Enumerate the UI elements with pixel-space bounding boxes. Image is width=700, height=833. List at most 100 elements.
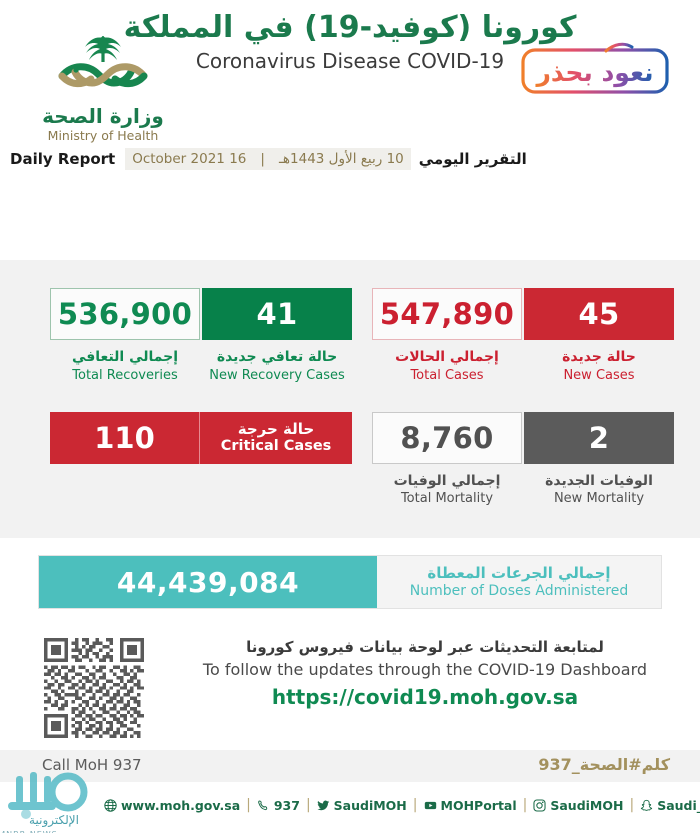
phone-icon <box>257 799 270 812</box>
stat-value: 2 <box>588 420 610 455</box>
mnbr-news-logo: الإلكترونية MNBR NEWS <box>2 772 88 833</box>
footer-item-twitter[interactable]: SaudiMOH <box>317 798 407 813</box>
stat-label-ar: حالة حرجة <box>237 419 315 438</box>
we-return-with-caution-badge: نعود بحذر <box>521 42 669 94</box>
logo-english-text: Ministry of Health <box>47 128 159 143</box>
watermark: الإلكترونية MNBR NEWS <box>2 762 102 833</box>
svg-text:MNBR NEWS: MNBR NEWS <box>2 830 58 833</box>
snapchat-icon <box>640 799 653 812</box>
stat-value-box: 45 <box>524 288 674 340</box>
palm-tree-swords-emblem <box>58 36 148 87</box>
date-gregorian: 16 October 2021 <box>125 148 254 170</box>
report-date-bar: التقرير اليومي 10 ربيع الأول 1443هـ | 16… <box>0 146 700 172</box>
footer-label: SaudiMOH <box>550 797 624 813</box>
qr-code[interactable] <box>44 638 144 738</box>
footer-label: MOHPortal <box>440 797 517 813</box>
call-moh-label: Call MoH 937 <box>42 756 142 774</box>
dashboard-text-en: To follow the updates through the COVID-… <box>202 660 648 679</box>
stat-label-en: Critical Cases <box>220 438 332 455</box>
stat-label-en: Total Mortality <box>400 491 494 507</box>
dashboard-url[interactable]: https://covid19.moh.gov.sa <box>271 685 579 709</box>
stat-label-ar: إجمالي التعافي <box>71 349 179 365</box>
stat-value: 110 <box>50 411 200 464</box>
stat-label-en: New Cases <box>563 367 635 383</box>
stat-caption: إجمالي الحالات Total Cases <box>372 340 522 384</box>
stat-card-total-recoveries: 536,900 إجمالي التعافي Total Recoveries <box>50 288 200 384</box>
doses-value: 44,439,084 <box>39 556 377 608</box>
stat-label-en: New Recovery Cases <box>209 367 345 383</box>
instagram-icon <box>533 798 546 812</box>
hotline-band: Call MoH 937 كلم#الصحة_937 <box>0 750 700 782</box>
stat-label-en: Total Cases <box>410 367 484 383</box>
twitter-icon <box>317 799 330 812</box>
campaign-badge: نعود بحذر <box>520 38 670 100</box>
date-hijri: 10 ربيع الأول 1443هـ <box>271 148 411 170</box>
date-separator: | <box>253 148 272 170</box>
statistics-grid: 536,900 إجمالي التعافي Total Recoveries … <box>0 288 700 508</box>
dashboard-info: لمتابعة التحديثات عبر لوحة بيانات فيروس … <box>175 638 675 709</box>
svg-text:نعود بحذر: نعود بحذر <box>535 58 654 88</box>
qr-code-icon <box>44 638 144 738</box>
footer-item-instagram[interactable]: SaudiMOH <box>533 798 623 813</box>
stat-card-total-mortality: 8,760 إجمالي الوفيات Total Mortality <box>372 411 522 508</box>
stat-card-new-mortality: 2 الوفيات الجديدة New Mortality <box>524 411 674 508</box>
footer-social-bar: www.moh.gov.sa | 937 | SaudiMOH | MOHPor… <box>0 788 700 822</box>
stat-label-ar: حالة جديدة <box>562 349 636 365</box>
stat-label-ar: إجمالي الحالات <box>395 349 499 365</box>
footer-label: 937 <box>273 797 300 813</box>
dashboard-text-ar: لمتابعة التحديثات عبر لوحة بيانات فيروس … <box>246 638 604 656</box>
stat-caption: حالة جديدة New Cases <box>524 340 674 384</box>
stat-value: 45 <box>578 297 620 331</box>
footer-item-phone[interactable]: 937 <box>257 798 300 813</box>
row-gap <box>353 288 371 384</box>
footer-label: www.moh.gov.sa <box>121 797 241 813</box>
stat-caption: الوفيات الجديدة New Mortality <box>524 464 674 508</box>
stat-caption: إجمالي التعافي Total Recoveries <box>50 340 200 384</box>
doses-administered-bar: 44,439,084 إجمالي الجرعات المعطاة Number… <box>38 555 662 609</box>
report-header: وزارة الصحة Ministry of Health نعود بحذر <box>0 10 700 250</box>
stat-value-box: 536,900 <box>50 288 200 340</box>
stat-value: 41 <box>256 297 298 331</box>
footer-separator: | <box>305 797 311 813</box>
stat-label-en: Total Recoveries <box>72 367 178 383</box>
report-label-en: Daily Report <box>10 150 116 168</box>
footer-separator: | <box>412 797 418 813</box>
stat-label-ar: إجمالي الوفيات <box>393 472 501 489</box>
stat-card-total-cases: 547,890 إجمالي الحالات Total Cases <box>372 288 522 384</box>
stat-card-new-recoveries: 41 حالة تعافي جديدة New Recovery Cases <box>202 288 352 384</box>
stats-row-2: 110 حالة حرجة Critical Cases 8,760 إجمال… <box>0 411 700 508</box>
stat-caption: إجمالي الوفيات Total Mortality <box>372 464 522 508</box>
ministry-of-health-logo: وزارة الصحة Ministry of Health <box>38 32 168 143</box>
globe-icon <box>104 798 117 812</box>
stat-caption: حالة حرجة Critical Cases <box>200 412 352 464</box>
footer-separator: | <box>629 797 635 813</box>
stat-label-ar: حالة تعافي جديدة <box>216 349 338 365</box>
report-label-ar: التقرير اليومي <box>418 150 527 168</box>
stat-label-ar: الوفيات الجديدة <box>545 472 653 489</box>
footer-item-youtube[interactable]: MOHPortal <box>424 798 517 813</box>
stat-caption: حالة تعافي جديدة New Recovery Cases <box>202 340 352 384</box>
stat-value-box: 41 <box>202 288 352 340</box>
page-title-ar: كورونا (كوفيد-19) في المملكة <box>123 10 577 45</box>
footer-label: Saudi_Moh <box>657 797 700 813</box>
statistics-panel: 536,900 إجمالي التعافي Total Recoveries … <box>0 260 700 538</box>
covid-daily-report-infographic: وزارة الصحة Ministry of Health نعود بحذر <box>0 10 700 833</box>
doses-label-en: Number of Doses Administered <box>409 582 629 599</box>
footer-item-website[interactable]: www.moh.gov.sa <box>104 798 240 813</box>
youtube-icon <box>424 799 437 812</box>
stat-card-critical-cases: 110 حالة حرجة Critical Cases <box>50 411 352 464</box>
stat-value-box: 547,890 <box>372 288 522 340</box>
doses-caption: إجمالي الجرعات المعطاة Number of Doses A… <box>377 556 661 608</box>
stat-value: 536,900 <box>57 297 193 331</box>
footer-item-snapchat[interactable]: Saudi_Moh <box>640 798 700 813</box>
page-title-en: Coronavirus Disease COVID-19 <box>195 49 505 73</box>
stat-value: 8,760 <box>400 420 494 455</box>
footer-separator: | <box>522 797 528 813</box>
stat-value: 547,890 <box>379 297 515 331</box>
logo-arabic-text: وزارة الصحة <box>42 104 164 128</box>
stats-row-1: 536,900 إجمالي التعافي Total Recoveries … <box>0 288 700 384</box>
doses-label-ar: إجمالي الجرعات المعطاة <box>427 563 611 582</box>
row-gap <box>353 412 371 508</box>
stat-label-en: New Mortality <box>553 491 645 507</box>
footer-separator: | <box>246 797 251 813</box>
